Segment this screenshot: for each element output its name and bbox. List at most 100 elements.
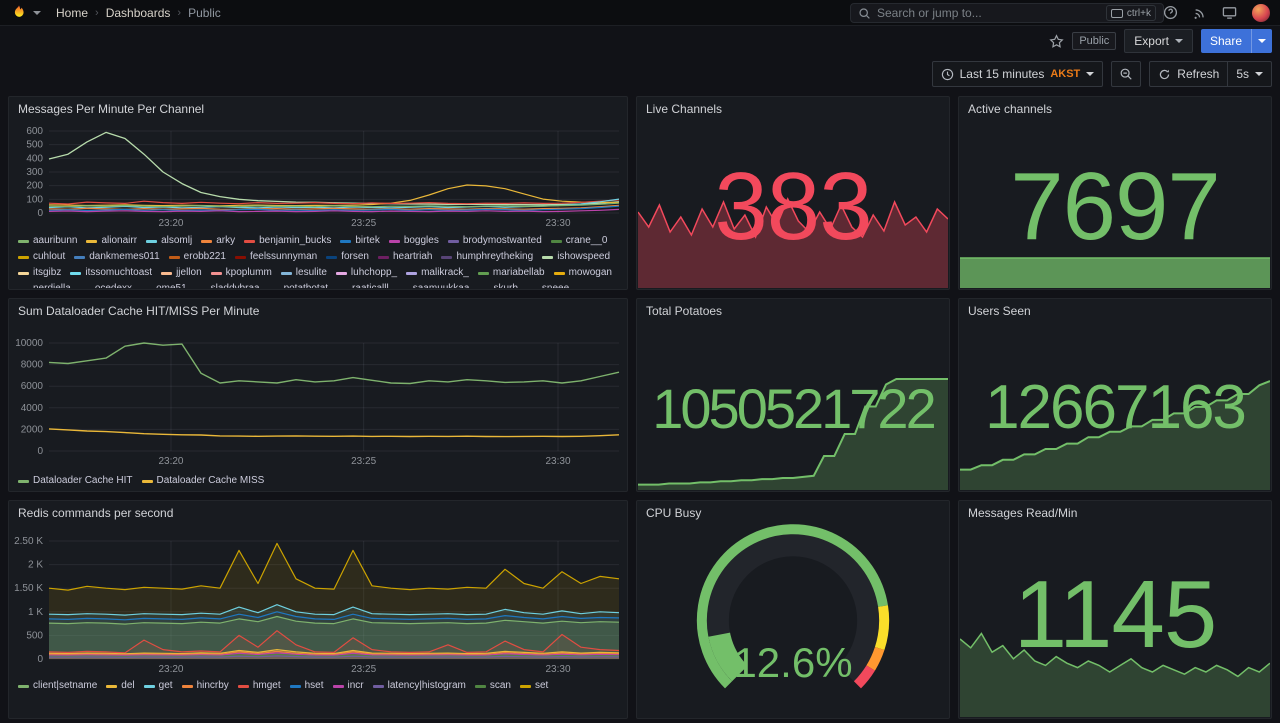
legend-item[interactable]: boggles — [388, 235, 439, 247]
panel-title[interactable]: Live Channels — [646, 102, 723, 116]
legend-item[interactable]: saamuukkaa — [397, 283, 469, 288]
nav-left: Home › Dashboards › Public — [10, 4, 221, 22]
legend-item[interactable]: hmget — [237, 680, 281, 692]
grafana-logo[interactable] — [10, 4, 28, 22]
breadcrumb-dashboards[interactable]: Dashboards — [105, 5, 171, 20]
legend-item[interactable]: incr — [332, 680, 364, 692]
legend-swatch — [146, 239, 158, 243]
export-button[interactable]: Export — [1124, 29, 1193, 53]
legend-item[interactable]: birtek — [340, 235, 380, 247]
refresh-interval-picker[interactable]: 5s — [1227, 62, 1271, 86]
legend-item[interactable]: set — [519, 680, 548, 692]
legend-swatch — [553, 271, 565, 275]
legend-item[interactable]: hincrby — [181, 680, 229, 692]
legend-swatch — [337, 287, 349, 288]
legend-item[interactable]: del — [106, 680, 135, 692]
legend-item[interactable]: skurb — [478, 283, 518, 288]
legend-label: alionairr — [101, 235, 138, 246]
legend-item[interactable]: heartriah — [378, 251, 432, 263]
panel-title[interactable]: CPU Busy — [646, 506, 702, 520]
legend-item[interactable]: feelssunnyman — [234, 251, 317, 263]
legend-swatch — [106, 684, 118, 688]
panel-title[interactable]: Active channels — [968, 102, 1053, 116]
share-button[interactable]: Share — [1200, 29, 1272, 53]
legend-swatch — [79, 287, 91, 288]
refresh-icon — [1158, 68, 1171, 81]
stat-value: 1145 — [1013, 561, 1217, 668]
legend-item[interactable]: Dataloader Cache MISS — [141, 475, 264, 487]
legend-item[interactable]: potatbotat — [268, 283, 328, 288]
chevron-down-icon[interactable] — [33, 10, 41, 15]
legend-item[interactable]: jjellon — [161, 267, 202, 279]
panel-title[interactable]: Sum Dataloader Cache HIT/MISS Per Minute — [18, 304, 260, 318]
legend-item[interactable]: luhchopp_ — [335, 267, 397, 279]
legend-item[interactable]: lesulite — [280, 267, 327, 279]
legend-label: aauribunn — [33, 235, 78, 246]
legend-item[interactable]: itssomuchtoast — [70, 267, 152, 279]
legend-item[interactable]: sneee — [526, 283, 569, 288]
svg-text:23:30: 23:30 — [545, 664, 570, 675]
legend-item[interactable]: ocedexx — [79, 283, 132, 288]
legend-label: hincrby — [196, 680, 229, 691]
legend-item[interactable]: scan — [474, 680, 511, 692]
legend-item[interactable]: client|setname — [18, 680, 97, 692]
timeseries-chart[interactable]: 0 500 1 K 1.50 K 2 K 2.50 K 23:20 23:25 23:30 — [11, 535, 623, 675]
search-input[interactable]: Search or jump to... ctrl+k — [850, 3, 1164, 23]
legend-item[interactable]: kpoplumm — [210, 267, 272, 279]
panel-title[interactable]: Total Potatoes — [646, 304, 723, 318]
legend-swatch — [289, 684, 301, 688]
panel-title[interactable]: Redis commands per second — [18, 506, 174, 520]
avatar[interactable] — [1252, 3, 1270, 22]
legend-item[interactable]: benjamin_bucks — [244, 235, 331, 247]
breadcrumb-home[interactable]: Home — [56, 5, 89, 20]
star-icon[interactable] — [1049, 33, 1064, 49]
legend-label: ishowspeed — [557, 251, 610, 262]
legend-item[interactable]: itsgibz — [18, 267, 61, 279]
legend-item[interactable]: alionairr — [86, 235, 137, 247]
panel-title[interactable]: Messages Per Minute Per Channel — [18, 102, 205, 116]
legend-item[interactable]: humphreytheking — [441, 251, 533, 263]
legend-swatch — [340, 239, 352, 243]
legend-item[interactable]: crane__0 — [550, 235, 607, 247]
chevron-down-icon — [1086, 72, 1095, 76]
legend-item[interactable]: Dataloader Cache HIT — [18, 475, 133, 487]
legend-label: sneee — [542, 283, 569, 288]
legend-item[interactable]: alsomlj — [146, 235, 192, 247]
time-range-picker[interactable]: Last 15 minutes AKST — [933, 62, 1103, 86]
panel-messages-read: Messages Read/Min 1145 — [958, 500, 1272, 719]
legend-item[interactable]: get — [143, 680, 173, 692]
monitor-icon[interactable] — [1222, 5, 1237, 20]
legend-item[interactable]: cuhlout — [18, 251, 65, 263]
legend-item[interactable]: raaticalll — [337, 283, 389, 288]
share-menu-toggle[interactable] — [1251, 29, 1272, 53]
legend-item[interactable]: dankmemes011 — [74, 251, 160, 263]
timeseries-chart[interactable]: 0 100 200 300 400 500 600 23:20 23:25 23:30 — [11, 125, 623, 229]
legend-item[interactable]: latency|histogram — [372, 680, 466, 692]
rss-icon[interactable] — [1193, 6, 1207, 20]
legend-item[interactable]: nerdiella — [18, 283, 71, 288]
legend-item[interactable]: sladdybraa — [195, 283, 260, 288]
panel-title[interactable]: Messages Read/Min — [968, 506, 1078, 520]
legend-item[interactable]: ome51 — [141, 283, 187, 288]
panel-title[interactable]: Users Seen — [968, 304, 1031, 318]
legend-item[interactable]: arky — [201, 235, 235, 247]
grafana-flame-icon — [14, 5, 24, 17]
zoom-out-button[interactable] — [1112, 62, 1140, 86]
legend-item[interactable]: mariabellab — [477, 267, 545, 279]
refresh-button[interactable]: Refresh — [1150, 62, 1227, 86]
legend-item[interactable]: forsen — [326, 251, 369, 263]
legend-swatch — [478, 287, 490, 288]
legend-item[interactable]: malikrack_ — [406, 267, 469, 279]
help-icon[interactable] — [1163, 5, 1178, 20]
legend-item[interactable]: mowogan — [553, 267, 612, 279]
svg-text:100: 100 — [26, 194, 43, 205]
legend-item[interactable]: erobb221 — [168, 251, 226, 263]
legend-item[interactable]: hset — [289, 680, 324, 692]
legend-item[interactable]: ishowspeed — [542, 251, 610, 263]
legend-item[interactable]: aauribunn — [18, 235, 77, 247]
svg-text:1.50 K: 1.50 K — [14, 583, 43, 594]
svg-text:12.6%: 12.6% — [733, 639, 852, 686]
legend-item[interactable]: brodymostwanted — [447, 235, 542, 247]
legend-swatch — [542, 255, 554, 259]
timeseries-chart[interactable]: 0 2000 4000 6000 8000 10000 23:20 23:25 23:30 — [11, 337, 623, 467]
